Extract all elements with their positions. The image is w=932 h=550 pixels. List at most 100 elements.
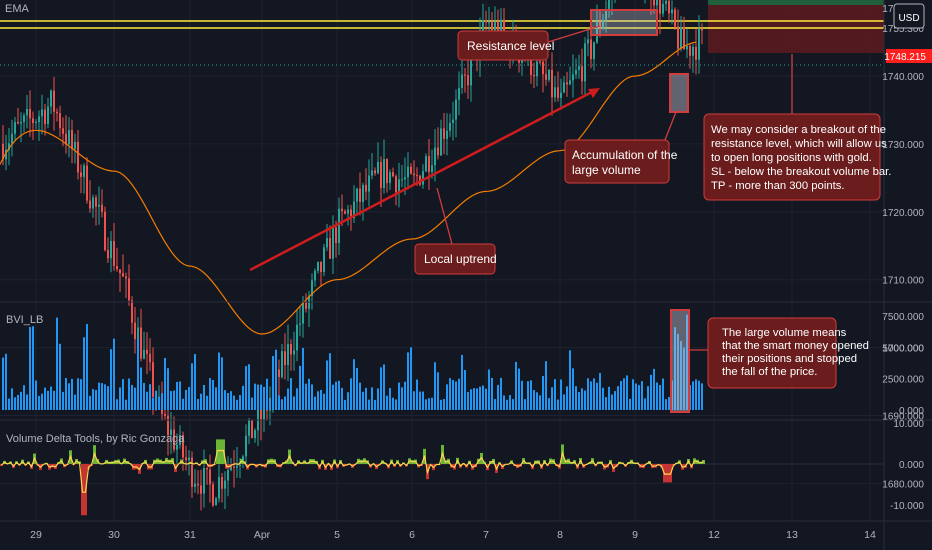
volume-bar[interactable] bbox=[287, 388, 289, 410]
volume-bar[interactable] bbox=[587, 378, 589, 410]
candle-body[interactable] bbox=[44, 109, 46, 125]
volume-bar[interactable] bbox=[188, 387, 190, 410]
volume-bar[interactable] bbox=[419, 391, 421, 410]
candle-body[interactable] bbox=[380, 161, 382, 188]
candle-body[interactable] bbox=[344, 211, 346, 214]
candle-body[interactable] bbox=[377, 161, 379, 174]
candle-body[interactable] bbox=[326, 238, 328, 248]
volume-bar[interactable] bbox=[185, 389, 187, 410]
candle-body[interactable] bbox=[338, 208, 340, 244]
volume-bar[interactable] bbox=[494, 399, 496, 410]
volume-bar[interactable] bbox=[560, 379, 562, 410]
volume-bar[interactable] bbox=[152, 397, 154, 410]
candle-body[interactable] bbox=[116, 266, 118, 270]
accumulation-highlight-box[interactable] bbox=[669, 73, 689, 113]
candle-body[interactable] bbox=[560, 92, 562, 98]
volume-bar[interactable] bbox=[131, 384, 133, 410]
volume-bar[interactable] bbox=[608, 386, 610, 410]
volume-bar[interactable] bbox=[56, 317, 58, 410]
volume-bar[interactable] bbox=[275, 349, 277, 410]
candle-body[interactable] bbox=[281, 351, 283, 378]
candle-body[interactable] bbox=[548, 69, 550, 80]
volume-bar[interactable] bbox=[293, 396, 295, 410]
candle-body[interactable] bbox=[422, 171, 424, 185]
volume-bar[interactable] bbox=[434, 362, 436, 410]
volume-bar[interactable] bbox=[407, 352, 409, 410]
volume-bar[interactable] bbox=[533, 389, 535, 410]
candle-body[interactable] bbox=[653, 0, 655, 6]
candle-body[interactable] bbox=[608, 0, 610, 10]
candle-body[interactable] bbox=[572, 74, 574, 81]
candle-body[interactable] bbox=[374, 170, 376, 174]
candle-body[interactable] bbox=[8, 143, 10, 150]
candle-body[interactable] bbox=[365, 184, 367, 192]
volume-bar[interactable] bbox=[647, 386, 649, 410]
ema-legend-label[interactable]: EMA bbox=[5, 3, 30, 15]
candle-body[interactable] bbox=[341, 208, 343, 212]
candle-body[interactable] bbox=[212, 484, 214, 506]
candle-body[interactable] bbox=[551, 69, 553, 98]
tp-zone[interactable] bbox=[708, 0, 884, 5]
candle-body[interactable] bbox=[50, 90, 52, 107]
volume-bar[interactable] bbox=[89, 395, 91, 410]
candle-body[interactable] bbox=[563, 82, 565, 93]
volume-bar[interactable] bbox=[527, 381, 529, 410]
volume-bar[interactable] bbox=[95, 390, 97, 410]
candle-body[interactable] bbox=[428, 156, 430, 173]
candle-body[interactable] bbox=[263, 402, 265, 421]
candle-body[interactable] bbox=[200, 485, 202, 494]
volume-bar[interactable] bbox=[164, 357, 166, 410]
volume-bar[interactable] bbox=[350, 378, 352, 410]
candle-body[interactable] bbox=[413, 173, 415, 176]
candle-body[interactable] bbox=[671, 9, 673, 14]
price-axis[interactable]: 1740.000 1730.000 1720.000 1710.000 1700.000… bbox=[882, 72, 924, 512]
volume-bar[interactable] bbox=[200, 393, 202, 410]
volume-bar[interactable] bbox=[86, 324, 88, 410]
volume-bar[interactable] bbox=[518, 368, 520, 410]
volume-bar[interactable] bbox=[92, 389, 94, 410]
candle-body[interactable] bbox=[656, 0, 658, 6]
volume-bar[interactable] bbox=[473, 388, 475, 410]
volume-bar[interactable] bbox=[182, 398, 184, 410]
volume-bar[interactable] bbox=[248, 364, 250, 410]
candle-body[interactable] bbox=[173, 429, 175, 450]
volume-bar[interactable] bbox=[662, 378, 664, 410]
candle-body[interactable] bbox=[680, 27, 682, 49]
candle-body[interactable] bbox=[317, 261, 319, 271]
target-zone[interactable] bbox=[708, 5, 884, 53]
candle-body[interactable] bbox=[500, 19, 502, 41]
volume-bar[interactable] bbox=[521, 380, 523, 410]
volume-bar[interactable] bbox=[422, 391, 424, 410]
candle-body[interactable] bbox=[38, 116, 40, 122]
candle-body[interactable] bbox=[533, 74, 535, 77]
volume-bar[interactable] bbox=[626, 375, 628, 410]
volume-bar[interactable] bbox=[359, 382, 361, 410]
volume-bar[interactable] bbox=[269, 398, 271, 410]
volume-bar[interactable] bbox=[389, 388, 391, 410]
candle-body[interactable] bbox=[395, 176, 397, 193]
volume-bar[interactable] bbox=[416, 379, 418, 410]
volume-bar[interactable] bbox=[212, 379, 214, 410]
volume-bar[interactable] bbox=[209, 378, 211, 410]
candle-body[interactable] bbox=[566, 82, 568, 85]
candle-body[interactable] bbox=[491, 22, 493, 31]
volume-bar[interactable] bbox=[125, 399, 127, 410]
candle-body[interactable] bbox=[455, 99, 457, 120]
volume-bar[interactable] bbox=[341, 387, 343, 410]
candle-body[interactable] bbox=[677, 26, 679, 49]
volume-bar[interactable] bbox=[374, 399, 376, 410]
volume-bar[interactable] bbox=[53, 390, 55, 410]
volume-bar[interactable] bbox=[593, 378, 595, 410]
volume-bar[interactable] bbox=[35, 380, 37, 410]
volume-bar[interactable] bbox=[404, 381, 406, 410]
candle-body[interactable] bbox=[149, 353, 151, 363]
candle-body[interactable] bbox=[185, 457, 187, 461]
volume-bar[interactable] bbox=[344, 399, 346, 410]
candle-body[interactable] bbox=[347, 209, 349, 214]
candle-body[interactable] bbox=[47, 106, 49, 125]
candle-body[interactable] bbox=[233, 466, 235, 468]
volume-bars[interactable] bbox=[2, 314, 703, 410]
volume-bar[interactable] bbox=[638, 385, 640, 410]
candle-body[interactable] bbox=[59, 113, 61, 129]
volume-bar[interactable] bbox=[146, 391, 148, 410]
